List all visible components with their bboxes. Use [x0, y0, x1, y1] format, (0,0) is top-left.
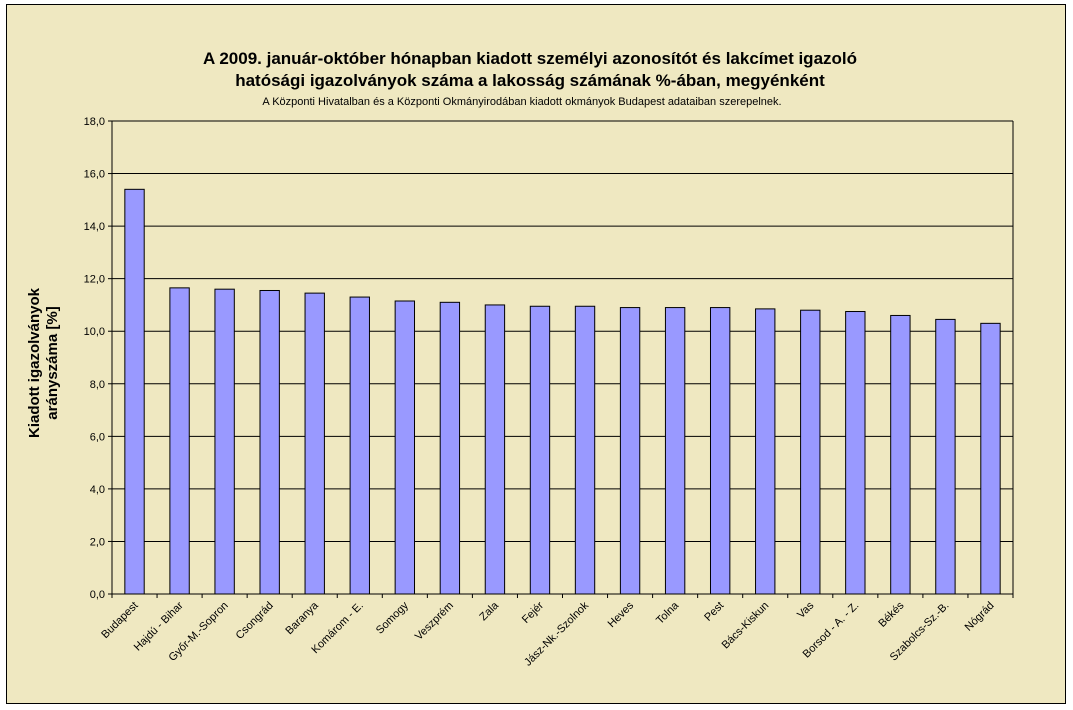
x-tick-label: Veszprém: [413, 600, 456, 643]
bar: [935, 318, 956, 595]
y-tick-label: 12,0: [84, 274, 105, 286]
bar-chart: A 2009. január-október hónapban kiadott …: [26, 49, 1014, 669]
bar: [755, 308, 776, 595]
x-tick-label: Bács-Kiskun: [720, 600, 772, 652]
bar: [980, 322, 1001, 595]
bar: [574, 305, 596, 595]
y-tick-label: 14,0: [84, 221, 105, 233]
y-tick-label: 8,0: [90, 379, 105, 391]
y-tick-label: 4,0: [90, 484, 105, 496]
x-tick-label: Nógrád: [963, 600, 997, 634]
chart-title-line-2: hatósági igazolványok száma a lakosság s…: [235, 71, 825, 90]
x-tick-label: Csongrád: [234, 600, 276, 642]
bar: [619, 307, 641, 595]
x-tick-label: Budapest: [99, 600, 140, 641]
x-tick-label: Tolna: [654, 599, 682, 627]
x-tick-label: Somogy: [374, 599, 411, 636]
y-tick-label: 10,0: [84, 326, 105, 338]
bar: [800, 309, 821, 595]
x-tick-label: Baranya: [283, 599, 321, 637]
y-axis-label-line-2: arányszáma [%]: [44, 306, 61, 419]
bar: [124, 188, 145, 595]
x-tick-label: Fejér: [520, 599, 546, 625]
bar: [394, 300, 416, 595]
y-tick-label: 18,0: [84, 116, 105, 128]
bar: [890, 314, 911, 595]
chart-title-line-1: A 2009. január-október hónapban kiadott …: [203, 49, 857, 68]
bar: [439, 301, 461, 595]
chart-subtitle: A Központi Hivatalban és a Központi Okmá…: [262, 96, 781, 108]
chart-frame: A 2009. január-október hónapban kiadott …: [6, 4, 1066, 704]
bar: [709, 307, 731, 595]
bar: [664, 307, 686, 595]
bar: [349, 296, 370, 595]
x-tick-label: Pest: [702, 600, 726, 624]
bar: [259, 289, 280, 595]
y-axis-label-line-1: Kiadott igazolványok: [26, 287, 43, 438]
x-tick-label: Heves: [606, 599, 637, 630]
y-tick-label: 0,0: [90, 589, 105, 601]
y-tick-label: 2,0: [90, 536, 105, 548]
y-tick-label: 16,0: [84, 169, 105, 181]
bar: [484, 304, 506, 595]
bar: [845, 311, 866, 595]
x-tick-label: Zala: [477, 599, 501, 623]
x-tick-label: Békés: [876, 599, 906, 629]
plot-area: 0,0 2,0 4,0 6,0 8,0 10,0 12,0 14,0 16,0 18,0 Budap…: [84, 116, 1014, 669]
bar: [304, 292, 325, 595]
bar: [169, 287, 190, 595]
bar: [214, 288, 235, 595]
y-tick-label: 6,0: [90, 431, 105, 443]
x-tick-label: Vas: [795, 599, 817, 621]
bar: [529, 305, 551, 595]
